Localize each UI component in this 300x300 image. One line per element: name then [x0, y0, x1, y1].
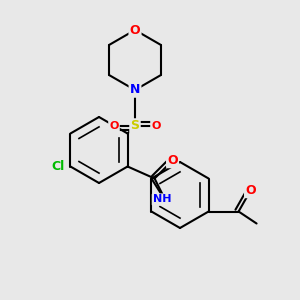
Text: S: S — [130, 119, 140, 133]
Text: O: O — [167, 154, 178, 167]
Text: NH: NH — [153, 194, 171, 205]
Text: O: O — [151, 121, 161, 131]
Text: O: O — [245, 184, 256, 197]
Text: N: N — [130, 83, 140, 97]
Text: O: O — [109, 121, 119, 131]
Text: O: O — [130, 23, 140, 37]
Text: Cl: Cl — [52, 160, 65, 173]
